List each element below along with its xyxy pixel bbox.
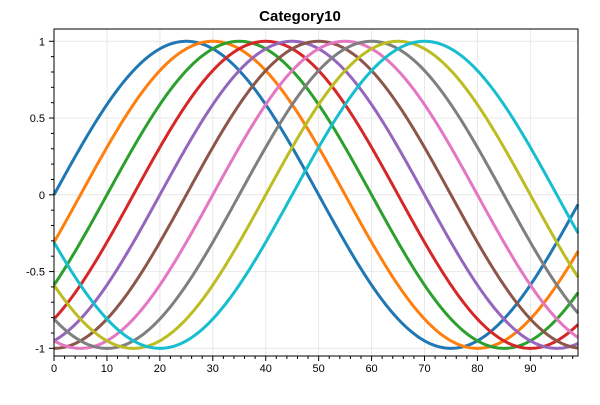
y-tick-label: 0.5 (30, 113, 45, 125)
y-tick-label: 1 (39, 36, 45, 48)
series-group (52, 39, 580, 350)
axes: 0 10 20 30 40 50 60 70 80 90 1 0.5 0 -0.5 -1 (26, 28, 579, 375)
series-line-7 (53, 39, 579, 350)
y-tick-label: 0 (39, 190, 45, 202)
x-tick-label: 0 (51, 363, 57, 375)
series-line-4 (52, 39, 580, 350)
x-tick-label: 80 (471, 363, 483, 375)
series-line-6 (53, 39, 579, 350)
x-tick-label: 60 (365, 363, 377, 375)
x-tick-label: 70 (418, 363, 430, 375)
y-tick-label: -1 (35, 343, 45, 355)
series-line-8 (52, 39, 580, 350)
x-tick-label: 90 (524, 363, 536, 375)
plot-frame (53, 28, 579, 357)
series-line-9 (52, 39, 580, 350)
chart-title: Category10 (259, 8, 341, 25)
series-line-10 (52, 39, 580, 350)
x-tick-label: 40 (260, 363, 272, 375)
x-tick-label: 20 (154, 363, 166, 375)
x-tick-label: 50 (313, 363, 325, 375)
x-tick-label: 10 (101, 363, 113, 375)
series-line-3 (52, 39, 580, 350)
y-tick-label: -0.5 (26, 267, 45, 279)
series-line-5 (53, 39, 579, 350)
x-tick-label: 30 (207, 363, 219, 375)
